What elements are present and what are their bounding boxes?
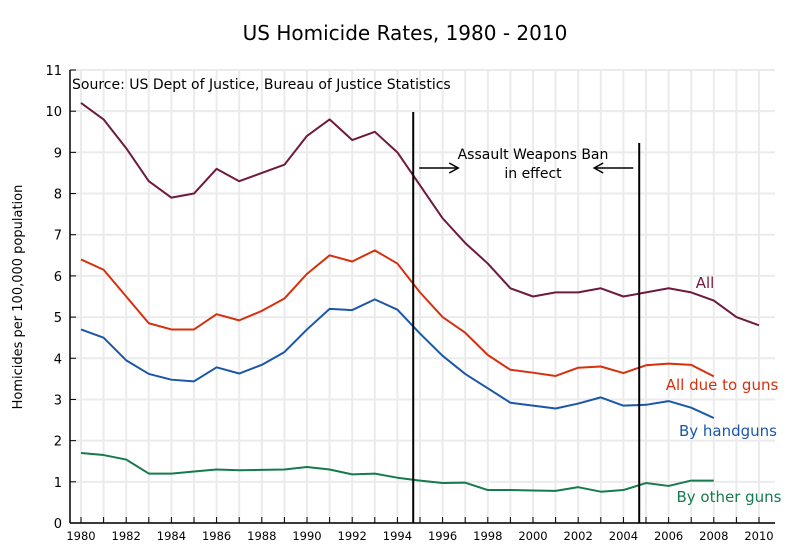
series-label-handguns: By handguns <box>679 422 777 440</box>
x-tick-label: 1982 <box>112 529 141 543</box>
x-tick-label: 2010 <box>744 529 773 543</box>
y-axis-label: Homicides per 100,000 population <box>11 185 26 410</box>
source-note: Source: US Dept of Justice, Bureau of Ju… <box>72 77 451 93</box>
x-tick-label: 2006 <box>654 529 683 543</box>
x-tick-label: 2000 <box>518 529 547 543</box>
y-tick-label: 0 <box>54 517 62 532</box>
y-tick-label: 8 <box>54 188 62 203</box>
x-tick-label: 1994 <box>383 529 412 543</box>
y-tick-label: 11 <box>45 64 62 79</box>
x-tick-label: 1980 <box>66 529 95 543</box>
y-tick-label: 5 <box>54 311 62 326</box>
series-line-by-handguns <box>80 298 715 419</box>
series-label-other-guns: By other guns <box>676 488 781 506</box>
y-tick-label: 3 <box>54 393 62 408</box>
series-label-all: All <box>696 274 715 292</box>
arrow-left-head-icon <box>592 162 604 174</box>
x-tick-label: 1992 <box>338 529 367 543</box>
x-tick-label: 2004 <box>609 529 638 543</box>
series-line-all <box>80 102 760 327</box>
ban-annotation: Assault Weapons Ban in effect <box>412 112 641 523</box>
annotation-line-2: in effect <box>504 166 562 182</box>
y-tick-label: 6 <box>54 270 62 285</box>
y-tick-label: 1 <box>54 476 62 491</box>
arrow-right-head-icon <box>448 162 460 174</box>
x-tick-label: 2002 <box>564 529 593 543</box>
chart-title: US Homicide Rates, 1980 - 2010 <box>243 21 568 45</box>
y-tick-label: 9 <box>54 146 62 161</box>
x-tick-label: 2008 <box>699 529 728 543</box>
series-label-guns: All due to guns <box>666 376 779 394</box>
y-tick-label: 4 <box>54 352 62 367</box>
y-tick-label: 7 <box>54 229 62 244</box>
x-tick-label: 1986 <box>202 529 231 543</box>
x-tick-label: 1988 <box>247 529 276 543</box>
series-line-all-due-to-guns <box>80 249 715 378</box>
x-tick-label: 1998 <box>473 529 502 543</box>
y-tick-label: 10 <box>45 105 62 120</box>
annotation-line-1: Assault Weapons Ban <box>458 147 609 163</box>
axes: 0 1 2 3 4 5 6 7 8 9 10 11 1980 1982 1984 1986 1988 1990 19… <box>45 64 775 543</box>
x-tick-label: 1996 <box>428 529 457 543</box>
x-tick-label: 1984 <box>157 529 186 543</box>
x-tick-label: 1990 <box>292 529 321 543</box>
series-labels: All All due to guns By handguns By other… <box>666 274 782 506</box>
series-group <box>80 102 760 493</box>
series-line-by-other-guns <box>80 451 714 493</box>
y-tick-label: 2 <box>54 435 62 450</box>
